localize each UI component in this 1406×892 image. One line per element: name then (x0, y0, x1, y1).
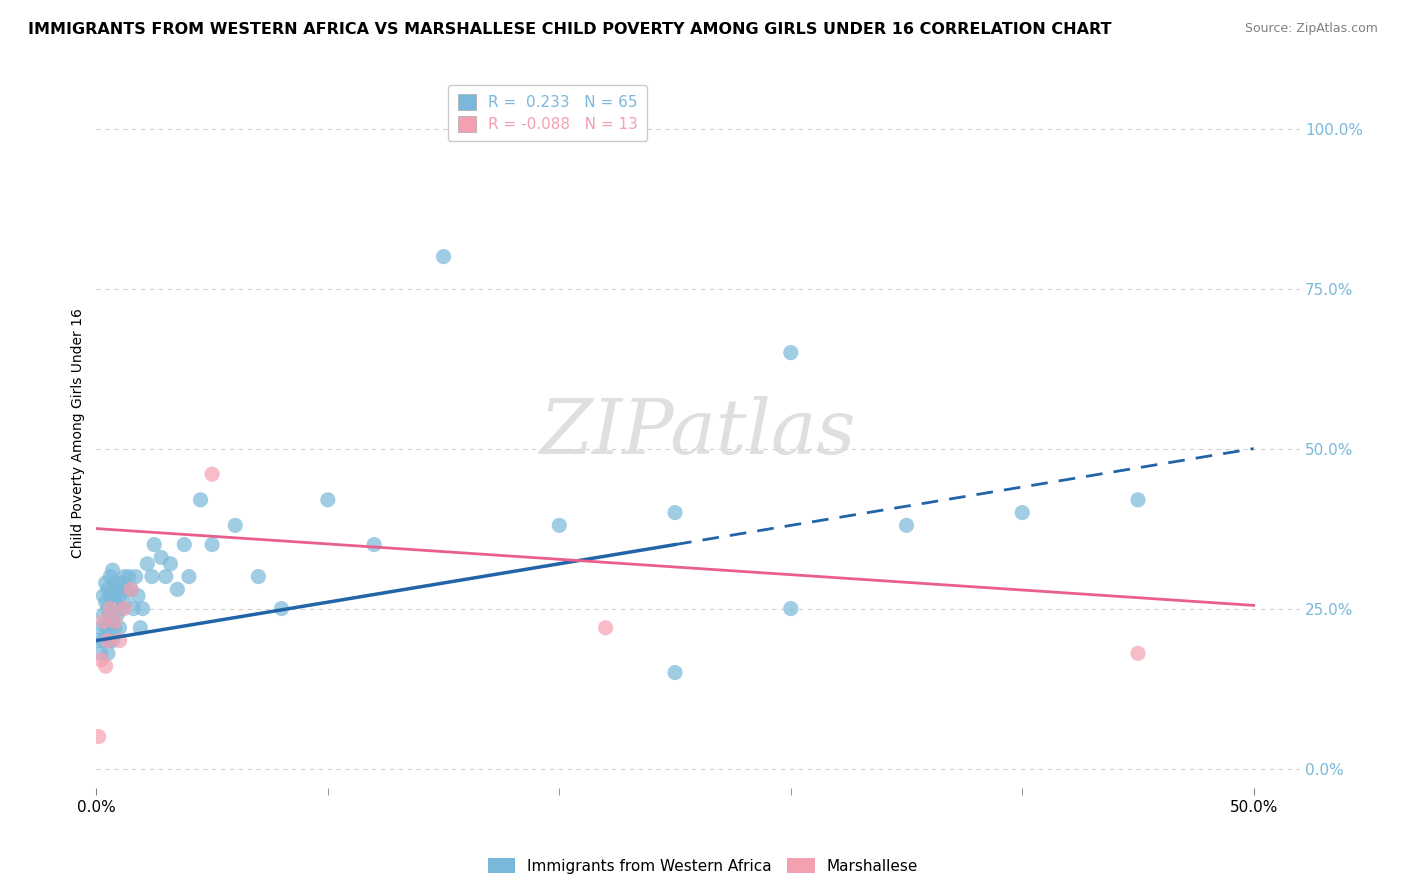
Point (173, 538, 195, 552)
Point (1126, 492, 1149, 507)
Point (97, 633, 120, 648)
Point (120, 582, 142, 597)
Point (127, 589, 149, 603)
Point (155, 569, 177, 583)
Text: IMMIGRANTS FROM WESTERN AFRICA VS MARSHALLESE CHILD POVERTY AMONG GIRLS UNDER 16: IMMIGRANTS FROM WESTERN AFRICA VS MARSHA… (28, 22, 1112, 37)
Point (201, 538, 224, 552)
Point (108, 589, 131, 603)
Point (115, 582, 138, 597)
Point (143, 538, 166, 552)
Point (104, 576, 127, 591)
Point (98, 633, 121, 648)
Point (150, 550, 173, 565)
Point (177, 569, 200, 583)
Point (90, 653, 112, 667)
Point (87, 730, 110, 744)
Point (105, 582, 128, 597)
Text: Source: ZipAtlas.com: Source: ZipAtlas.com (1244, 22, 1378, 36)
Point (90, 646, 112, 660)
Point (111, 576, 134, 591)
Point (664, 665, 686, 680)
Y-axis label: Child Poverty Among Girls Under 16: Child Poverty Among Girls Under 16 (72, 308, 86, 558)
Point (112, 601, 135, 615)
Legend: R =  0.233   N = 65, R = -0.088   N = 13: R = 0.233 N = 65, R = -0.088 N = 13 (449, 85, 647, 142)
Point (97, 646, 120, 660)
Point (363, 538, 385, 552)
Point (125, 569, 148, 583)
Point (112, 595, 135, 609)
Point (101, 563, 124, 577)
Point (104, 621, 127, 635)
Point (94, 621, 117, 635)
Point (664, 506, 686, 520)
Legend: Immigrants from Western Africa, Marshallese: Immigrants from Western Africa, Marshall… (481, 852, 925, 880)
Point (94, 595, 117, 609)
Point (131, 601, 153, 615)
Point (98, 607, 121, 622)
Point (129, 621, 152, 635)
Point (159, 557, 181, 571)
Point (98, 601, 121, 615)
Point (108, 633, 131, 648)
Point (104, 615, 127, 629)
Point (98, 589, 121, 603)
Point (548, 518, 571, 533)
Point (91, 589, 114, 603)
Point (91, 633, 114, 648)
Point (101, 589, 124, 603)
Point (432, 250, 454, 264)
Point (101, 633, 124, 648)
Point (166, 582, 188, 597)
Point (90, 621, 112, 635)
Point (779, 601, 801, 615)
Point (316, 492, 339, 507)
Point (136, 557, 159, 571)
Point (779, 345, 801, 359)
Point (97, 621, 120, 635)
Point (224, 518, 246, 533)
Point (122, 601, 145, 615)
Point (111, 601, 134, 615)
Point (247, 569, 270, 583)
Point (98, 569, 121, 583)
Point (87, 633, 110, 648)
Point (94, 659, 117, 673)
Point (105, 607, 128, 622)
Point (270, 601, 292, 615)
Point (97, 601, 120, 615)
Point (112, 569, 135, 583)
Point (120, 582, 142, 597)
Point (1011, 506, 1033, 520)
Text: ZIPatlas: ZIPatlas (540, 395, 856, 469)
Point (104, 595, 127, 609)
Point (1126, 646, 1149, 660)
Point (201, 467, 224, 482)
Point (108, 621, 131, 635)
Point (118, 569, 141, 583)
Point (141, 569, 163, 583)
Point (190, 492, 212, 507)
Point (91, 607, 114, 622)
Point (101, 615, 124, 629)
Point (595, 621, 617, 635)
Point (97, 582, 120, 597)
Point (94, 576, 117, 591)
Point (896, 518, 918, 533)
Point (91, 615, 114, 629)
